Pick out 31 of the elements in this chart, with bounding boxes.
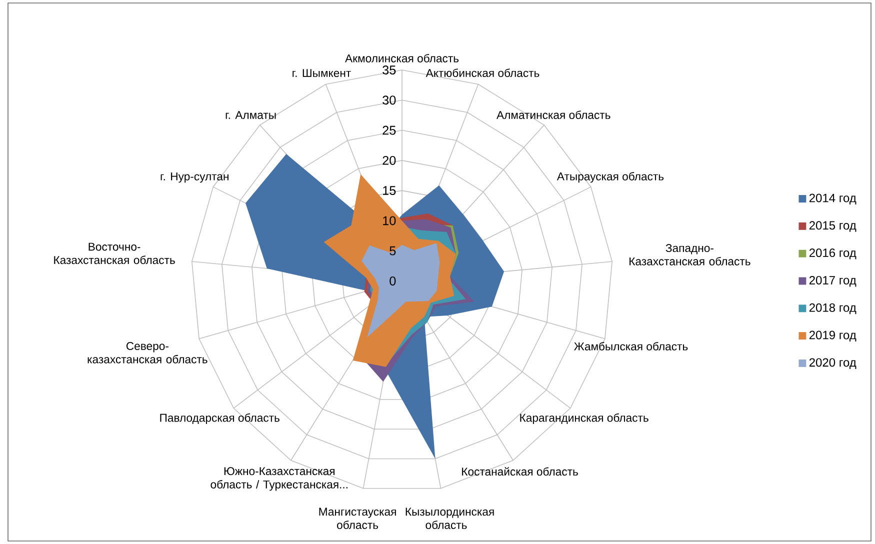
spoke-label: Павлодарская область bbox=[160, 413, 280, 424]
spoke-label: г. Нур-султан bbox=[160, 172, 228, 183]
spoke-label: Алматинская область bbox=[496, 110, 610, 120]
y-tick-label: 0 bbox=[390, 276, 396, 286]
spoke-label: г. Алматы bbox=[226, 111, 276, 120]
y-tick-label: 30 bbox=[382, 96, 396, 105]
spoke-label: Северо-казахстанская область bbox=[88, 342, 208, 364]
spoke-label: Восточно-Казахстанская область bbox=[54, 242, 175, 264]
legend-label: 2017 год bbox=[809, 276, 856, 287]
legend-label: 2020 год bbox=[809, 358, 856, 369]
spoke-label: Южно-Казахстанская область / Туркестанская... bbox=[210, 467, 348, 491]
legend-label: 2016 год bbox=[809, 248, 856, 260]
y-tick-label: 35 bbox=[382, 66, 396, 74]
spoke-label: Карагандинская область bbox=[520, 413, 648, 424]
spoke-label: Жамбылская область bbox=[574, 342, 688, 350]
legend-label: 2019 год bbox=[809, 330, 856, 342]
spoke-label: Мангистауская область bbox=[319, 508, 396, 530]
y-tick-label: 20 bbox=[382, 156, 396, 165]
legend-label: 2018 год bbox=[809, 303, 856, 314]
spoke-label: Костанайская область bbox=[462, 467, 578, 476]
legend-label: 2014 год bbox=[809, 194, 856, 204]
spoke-label: Акмолинская область bbox=[345, 54, 459, 62]
spoke-label: Атырауская область bbox=[556, 172, 664, 183]
spoke-label: Актюбинская область bbox=[426, 68, 540, 78]
spoke-label: г. Шымкент bbox=[292, 69, 351, 78]
legend-label: 2015 год bbox=[809, 221, 856, 232]
y-tick-label: 10 bbox=[383, 216, 396, 226]
y-tick-label: 15 bbox=[383, 186, 396, 195]
spoke-label: Кызылординская область bbox=[406, 508, 494, 530]
spoke-label: Западно-Казахстанская область bbox=[630, 244, 750, 266]
y-tick-label: 25 bbox=[382, 126, 396, 135]
